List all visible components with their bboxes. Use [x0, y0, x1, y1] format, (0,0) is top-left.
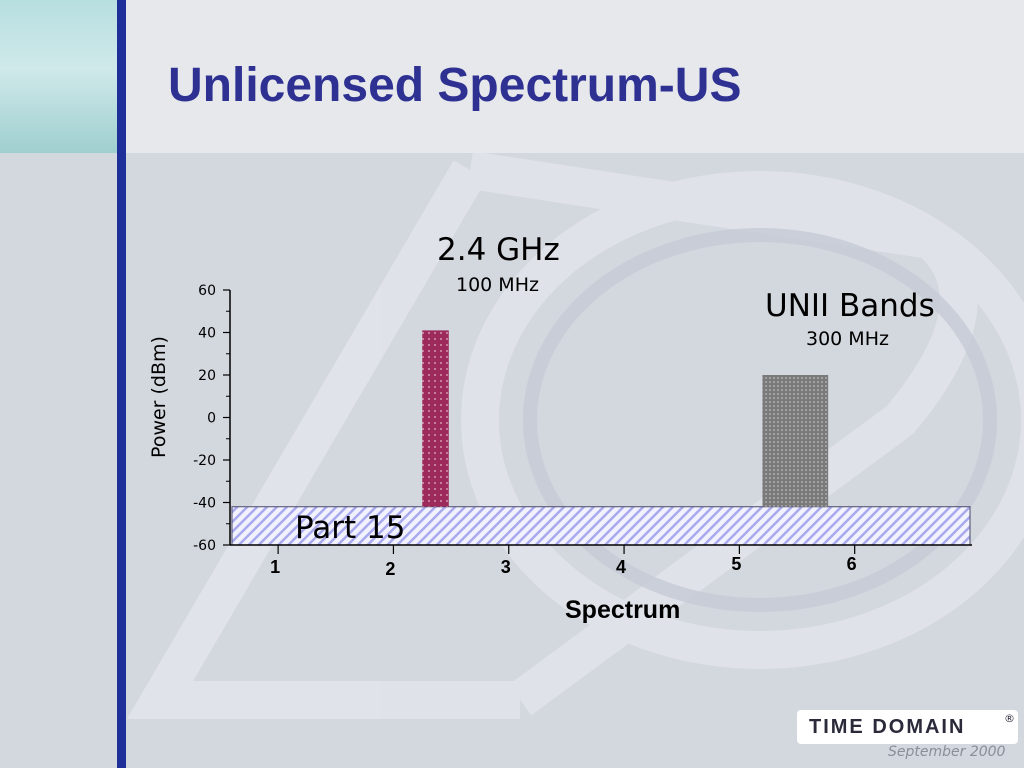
registered-mark: ®	[1004, 712, 1015, 725]
y-tick-label: -20	[193, 453, 216, 469]
y-axis-title: Power (dBm)	[148, 336, 170, 458]
footer-date: September 2000	[888, 744, 1006, 760]
y-tick-label: 60	[198, 283, 216, 299]
part-15-band	[231, 506, 971, 546]
x-tick-label: 3	[501, 557, 511, 577]
y-tick-label: 40	[198, 326, 216, 342]
annotation-unii-bands: UNII Bands	[765, 288, 935, 324]
y-tick-label: -40	[193, 496, 216, 512]
y-tick-label: 20	[198, 368, 216, 384]
title-band	[0, 0, 1024, 153]
corner-tile	[0, 0, 117, 153]
x-tick-label: 1	[270, 557, 280, 577]
logo-text: TIME DOMAIN	[809, 716, 966, 738]
y-tick-label: 0	[207, 411, 216, 427]
part-15-label: Part 15	[295, 510, 406, 546]
y-tick-label: -60	[193, 538, 216, 554]
x-tick-label: 2	[385, 559, 395, 579]
bar-2-4-ghz	[422, 330, 449, 507]
annotation-2-4-ghz-bandwidth: 100 MHz	[456, 274, 539, 296]
x-tick-label: 6	[847, 554, 857, 574]
annotation-unii-bandwidth: 300 MHz	[806, 328, 889, 350]
x-tick-label: 5	[731, 554, 741, 574]
annotation-2-4-ghz: 2.4 GHz	[437, 232, 560, 268]
left-accent-bar	[117, 0, 126, 768]
x-axis-title: Spectrum	[565, 596, 681, 624]
bar-unii-bands	[762, 375, 829, 507]
x-tick-label: 4	[616, 557, 626, 577]
time-domain-logo: TIME DOMAIN ®	[797, 710, 1018, 744]
page-title: Unlicensed Spectrum-US	[168, 59, 742, 112]
